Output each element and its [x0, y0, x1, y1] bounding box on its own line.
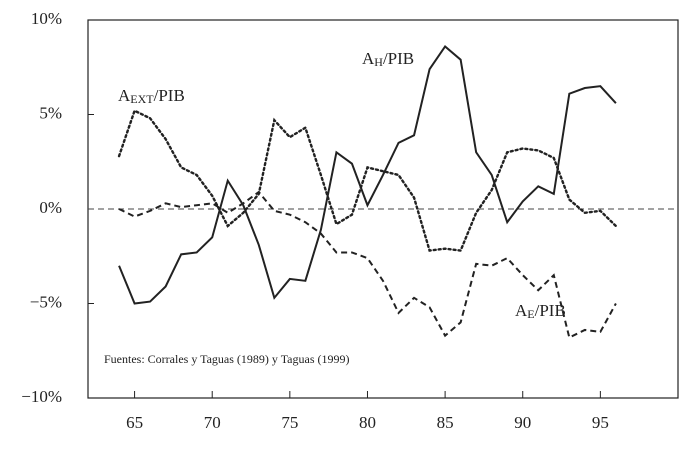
series-label-part: /PIB — [535, 301, 566, 320]
y-tick-label: −5% — [30, 292, 62, 311]
y-tick-label: 0% — [39, 198, 62, 217]
series-label-part: A — [362, 49, 375, 68]
y-tick-label: 10% — [31, 9, 62, 28]
x-tick-label: 65 — [126, 413, 143, 432]
series-line — [118, 190, 617, 339]
series-label-part: A — [515, 301, 528, 320]
series-label-part: EXT — [130, 92, 154, 106]
y-tick-label: 5% — [39, 103, 62, 122]
series-label: AE/PIB — [515, 301, 566, 321]
series-label-part: A — [118, 86, 131, 105]
series-label-part: H — [374, 55, 383, 69]
series-line — [118, 44, 617, 305]
series-label-part: /PIB — [383, 49, 414, 68]
series-label-part: E — [527, 307, 534, 321]
series-line — [117, 109, 618, 252]
x-tick-label: 80 — [359, 413, 376, 432]
series-label: AH/PIB — [362, 49, 414, 69]
x-tick-label: 85 — [437, 413, 454, 432]
x-tick-label: 75 — [281, 413, 298, 432]
series-label: AEXT/PIB — [118, 86, 185, 106]
x-tick-label: 90 — [514, 413, 531, 432]
x-tick-label: 70 — [204, 413, 221, 432]
y-tick-label: −10% — [21, 387, 62, 406]
x-tick-label: 95 — [592, 413, 609, 432]
source-note: Fuentes: Corrales y Taguas (1989) y Tagu… — [104, 352, 350, 366]
series-label-part: /PIB — [154, 86, 185, 105]
